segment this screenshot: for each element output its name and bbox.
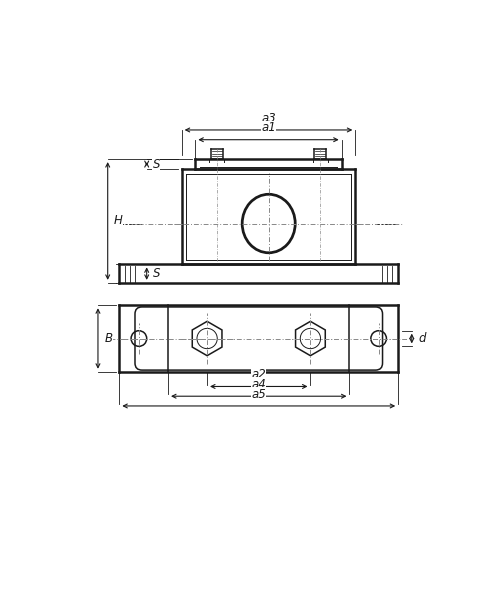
Text: S: S: [152, 267, 160, 280]
Text: a4: a4: [252, 378, 266, 391]
Text: H: H: [114, 214, 123, 227]
Text: d: d: [418, 332, 426, 345]
Text: a2: a2: [252, 368, 266, 381]
Text: B: B: [104, 332, 112, 345]
Text: a1: a1: [261, 121, 276, 134]
Text: a5: a5: [252, 387, 266, 401]
Text: a3: a3: [261, 112, 276, 125]
Text: S: S: [152, 158, 160, 171]
